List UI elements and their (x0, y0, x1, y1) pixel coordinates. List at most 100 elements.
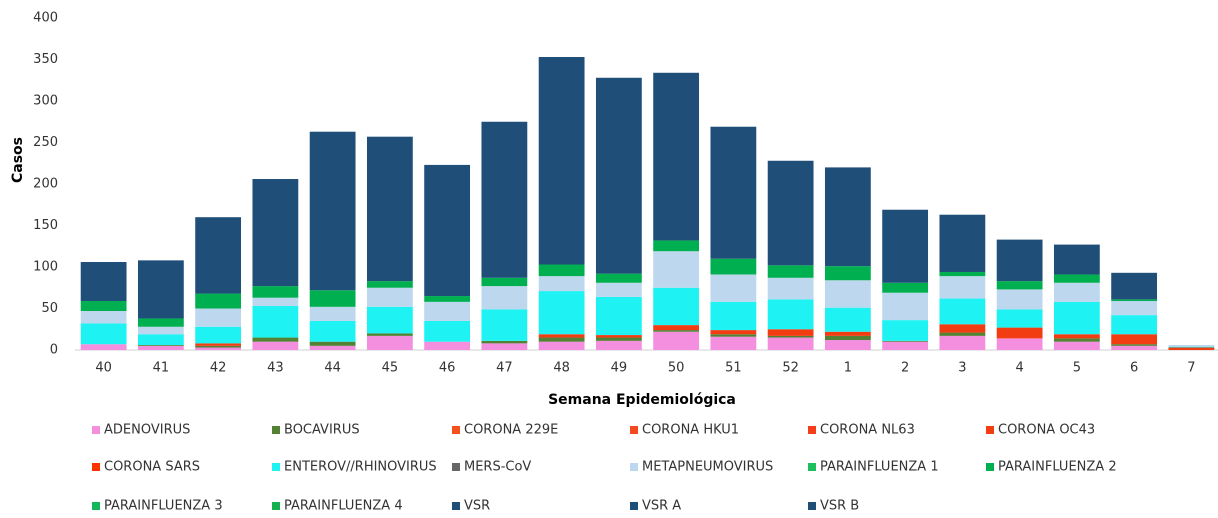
bar-segment (424, 301, 471, 321)
bar-segment (882, 292, 929, 321)
bar-segment (481, 121, 528, 278)
bar-segment (1111, 272, 1158, 300)
bar-segment (710, 274, 757, 302)
bar-segment (653, 330, 700, 332)
bar-segment (939, 324, 986, 333)
bar-segment (767, 299, 814, 330)
bar-segment (882, 282, 929, 293)
legend-swatch (808, 502, 816, 510)
bar-segment (538, 334, 585, 338)
bar-segment (996, 289, 1043, 310)
legend-swatch (986, 426, 994, 434)
bar-segment (824, 340, 871, 350)
legend-swatch (452, 502, 460, 510)
bar-segment (538, 337, 585, 342)
bar-segment (195, 308, 242, 327)
bar-segment (481, 343, 528, 350)
bar-segment (996, 309, 1043, 328)
bar-segment (195, 347, 242, 350)
bar-segment (195, 343, 242, 346)
bar-segment (137, 345, 184, 350)
legend-label: BOCAVIRUS (284, 423, 360, 438)
bar-segment (366, 287, 413, 307)
bar-segment (366, 335, 413, 350)
bar-segment (481, 286, 528, 310)
legend-label: PARAINFLUENZA 1 (820, 460, 939, 475)
bar-segment (767, 277, 814, 300)
bar-segment (824, 335, 871, 341)
bar-segment (824, 307, 871, 332)
legend-label: ADENOVIRUS (104, 423, 190, 438)
legend-label: CORONA SARS (104, 460, 200, 475)
bar-segment (424, 341, 471, 350)
x-tick-label: 40 (95, 361, 112, 376)
bar-segment (653, 240, 700, 252)
bar-segment (309, 290, 356, 307)
legend-label: VSR (464, 499, 490, 514)
bar-segment (252, 341, 299, 350)
bar-segment (195, 326, 242, 344)
x-tick-label: 47 (496, 361, 513, 376)
bar-segment (1111, 299, 1158, 302)
bar-segment (824, 331, 871, 336)
y-tick-label: 300 (33, 94, 58, 109)
bar-segment (1053, 334, 1100, 339)
y-tick-label: 400 (33, 11, 58, 26)
legend-swatch (92, 502, 100, 510)
bar-segment (252, 179, 299, 287)
bar-segment (137, 334, 184, 346)
bar-segment (1053, 244, 1100, 275)
bar-segment (767, 337, 814, 350)
x-tick-label: 46 (439, 361, 456, 376)
bar-segment (80, 301, 127, 311)
legend-label: METAPNEUMOVIRUS (642, 460, 773, 475)
bar-segment (710, 334, 757, 337)
legend-swatch (452, 426, 460, 434)
bar-segment (996, 239, 1043, 282)
bar-segment (309, 320, 356, 342)
legend-swatch (630, 502, 638, 510)
legend-swatch (272, 426, 280, 434)
bar-segment (710, 336, 757, 350)
legend-label: PARAINFLUENZA 2 (998, 460, 1117, 475)
y-tick-label: 200 (33, 177, 58, 192)
y-tick-label: 0 (50, 343, 58, 358)
y-axis-label: Casos (10, 137, 26, 183)
bar-segment (80, 262, 127, 302)
legend-label: CORONA NL63 (820, 423, 915, 438)
bar-segment (595, 77, 642, 274)
x-tick-label: 48 (553, 361, 570, 376)
legend-swatch (630, 426, 638, 434)
bar-segment (1111, 315, 1158, 335)
legend-swatch (986, 463, 994, 471)
bar-segment (653, 287, 700, 326)
bar-segment (481, 277, 528, 287)
bar-segment (424, 164, 471, 297)
bar-segment (595, 282, 642, 297)
bar-segment (882, 341, 929, 350)
bar-segment (1168, 347, 1215, 350)
bar-segment (538, 57, 585, 265)
legend-swatch (92, 426, 100, 434)
bar-segment (996, 327, 1043, 339)
x-tick-label: 1 (844, 361, 852, 376)
bar-segment (710, 301, 757, 331)
x-tick-label: 3 (958, 361, 966, 376)
legend-label: CORONA 229E (464, 423, 558, 438)
bar-segment (824, 266, 871, 281)
x-tick-label: 43 (267, 361, 284, 376)
bar-segment (309, 341, 356, 346)
bar-segment (1053, 301, 1100, 335)
legend-label: VSR B (820, 499, 859, 514)
bar-segment (1053, 341, 1100, 350)
bar-segment (80, 310, 127, 324)
bar-segment (653, 72, 700, 241)
bar-segment (996, 281, 1043, 290)
bar-segment (824, 280, 871, 308)
bar-segment (595, 273, 642, 283)
bar-segment (595, 296, 642, 336)
bar-segment (309, 306, 356, 321)
legend-label: CORONA OC43 (998, 423, 1095, 438)
x-tick-label: 5 (1073, 361, 1081, 376)
